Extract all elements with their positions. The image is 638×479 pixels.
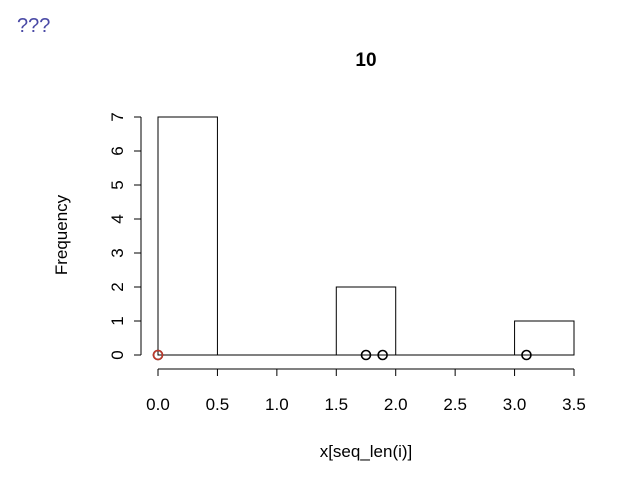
data-point — [377, 349, 388, 361]
data-point — [360, 349, 372, 361]
page-header: ??? — [17, 15, 51, 37]
x-tick-label: 0.5 — [206, 395, 230, 414]
y-tick-label: 7 — [108, 112, 127, 121]
data-point — [521, 349, 532, 361]
y-tick-label: 3 — [108, 248, 127, 257]
x-tick-label: 3.5 — [562, 395, 586, 414]
y-axis-label: Frequency — [52, 194, 71, 275]
y-tick-label: 0 — [108, 350, 127, 359]
histogram-bar — [514, 320, 575, 356]
histogram-bars — [157, 116, 575, 356]
x-tick-label: 1.0 — [265, 395, 289, 414]
x-axis-label: x[seq_len(i)] — [320, 442, 413, 461]
data-point — [152, 349, 164, 361]
x-tick-label: 0.0 — [146, 395, 170, 414]
histogram-bar — [335, 286, 397, 356]
y-tick-label: 1 — [108, 316, 127, 325]
data-points — [152, 349, 532, 361]
y-axis: 0 1 2 3 4 5 6 7 — [108, 112, 142, 360]
x-tick-label: 2.0 — [384, 395, 408, 414]
y-tick-label: 4 — [108, 214, 127, 223]
x-tick-label: 2.5 — [443, 395, 467, 414]
y-tick-label: 6 — [108, 146, 127, 155]
y-tick-label: 5 — [108, 180, 127, 189]
x-tick-label: 1.5 — [324, 395, 348, 414]
histogram-bar — [157, 116, 218, 356]
chart-title: 10 — [355, 50, 376, 71]
x-axis: 0.0 0.5 1.0 1.5 2.0 2.5 3.0 3.5 — [146, 368, 586, 414]
y-tick-label: 2 — [108, 282, 127, 291]
x-tick-label: 3.0 — [503, 395, 527, 414]
